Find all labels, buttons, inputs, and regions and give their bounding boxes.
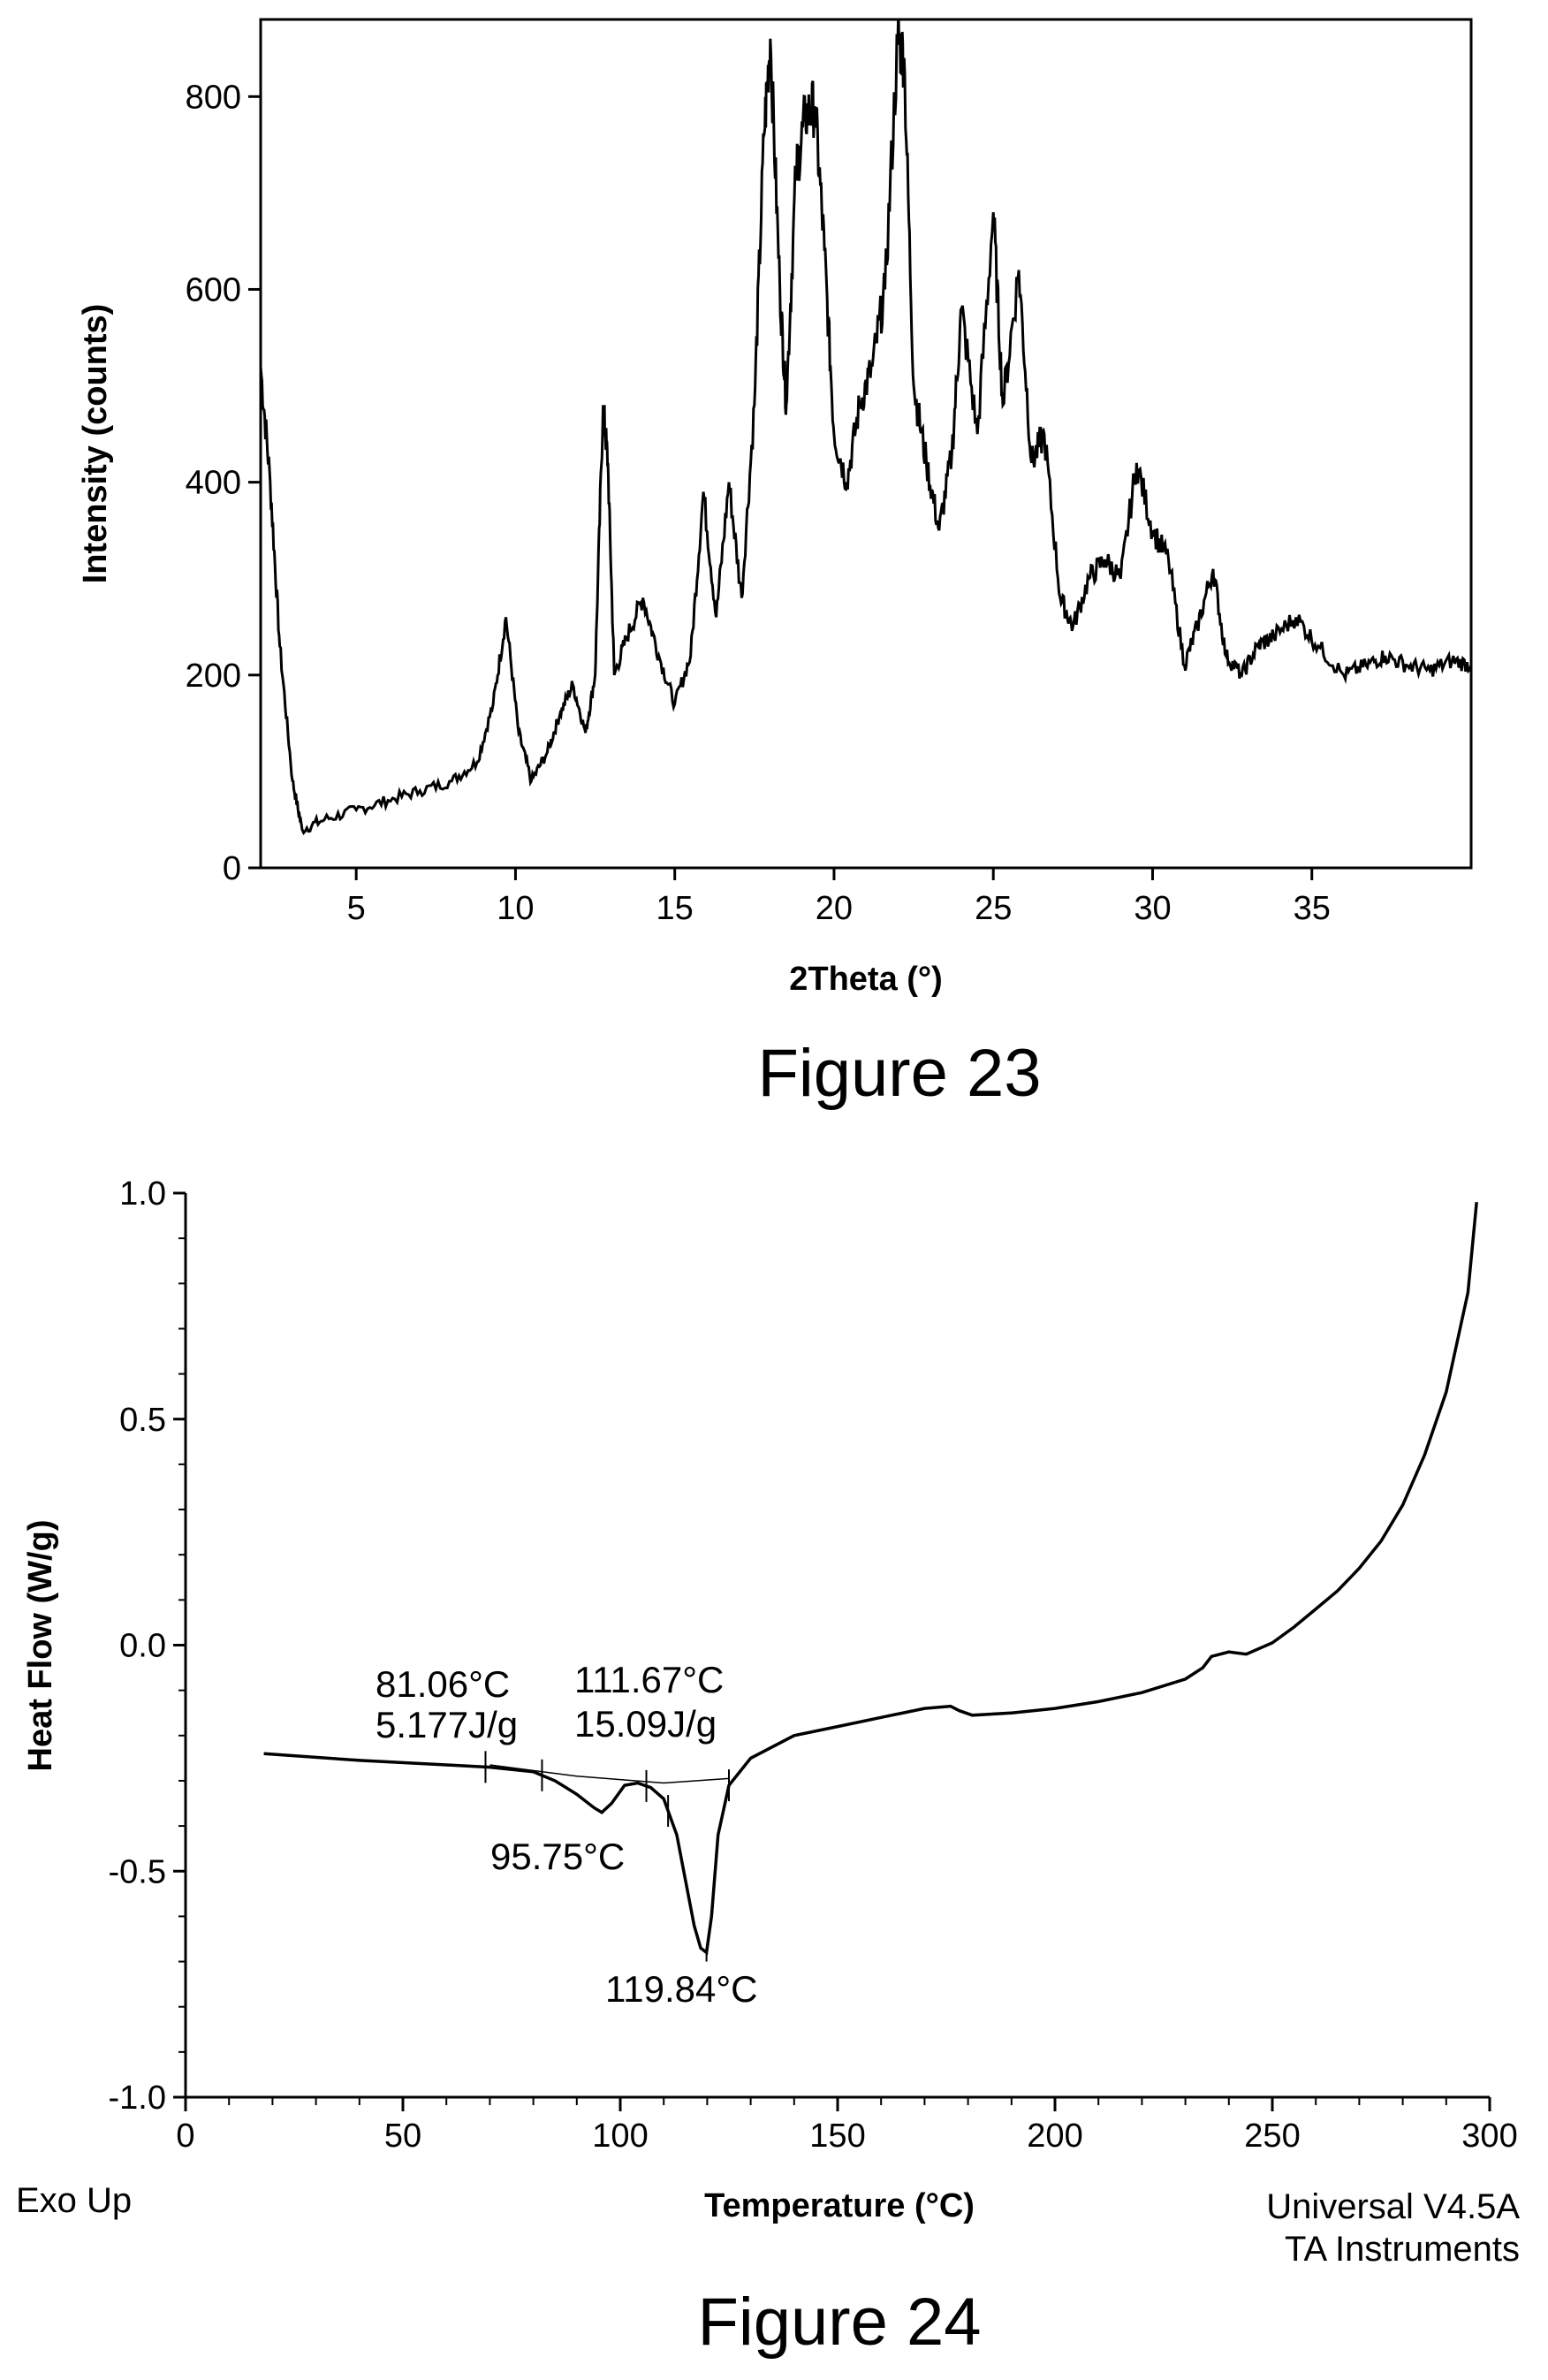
xrd-x-tick-label: 25	[975, 890, 1012, 927]
xrd-y-axis-title: Intensity (counts)	[77, 304, 114, 584]
annotation-peak-2: 119.84°C	[605, 1968, 757, 2010]
xrd-x-tick-label: 20	[816, 890, 853, 927]
dsc-x-tick-label: 50	[384, 2118, 421, 2155]
exo-up-label: Exo Up	[16, 2181, 132, 2220]
dsc-x-tick-label: 150	[809, 2118, 865, 2155]
xrd-y-tick-label: 200	[186, 658, 241, 695]
dsc-x-tick-label: 250	[1244, 2118, 1300, 2155]
xrd-x-tick-label: 5	[347, 890, 366, 927]
software-version-label: Universal V4.5A	[1266, 2187, 1520, 2226]
figure-23: 0 200 400 600 800 5 10 15 20 25 30 35 Intensity (c…	[77, 18, 1473, 1111]
dsc-x-tick-label: 0	[176, 2118, 194, 2155]
xrd-x-tick-label: 10	[497, 890, 534, 927]
annotation-peak-1: 95.75°C	[490, 1836, 625, 1877]
dsc-y-tick-label: 0.0	[119, 1628, 166, 1665]
dsc-y-tick-label: -1.0	[109, 2080, 166, 2117]
dsc-y-tick-label: 1.0	[119, 1175, 166, 1213]
xrd-y-tick-label: 800	[186, 79, 241, 116]
figure-24: 1.0 0.5 0.0 -0.5 -1.0 0 50 100 150 200 250 300 81.…	[16, 1175, 1520, 2360]
xrd-x-axis-title: 2Theta (°)	[789, 961, 943, 998]
annotation-onset-2-enthalpy: 15.09J/g	[574, 1703, 717, 1745]
dsc-y-tick-label: -0.5	[109, 1853, 166, 1890]
dsc-integration-baseline	[489, 1764, 730, 1784]
xrd-x-tick-label: 35	[1294, 890, 1331, 927]
dsc-x-tick-label: 100	[592, 2118, 648, 2155]
xrd-x-tick-label: 15	[656, 890, 694, 927]
dsc-y-tick-label: 0.5	[119, 1402, 166, 1439]
figure-23-caption: Figure 23	[757, 1036, 1041, 1111]
xrd-plot-frame	[259, 18, 1473, 870]
instrument-maker-label: TA Instruments	[1285, 2230, 1520, 2269]
xrd-y-tick-label: 600	[186, 271, 241, 308]
annotation-onset-2-temp: 111.67°C	[574, 1659, 724, 1700]
xrd-y-tick-label: 400	[186, 465, 241, 502]
xrd-x-tick-label: 30	[1134, 890, 1171, 927]
xrd-pattern-line	[259, 19, 1473, 835]
xrd-y-tick-label: 0	[223, 850, 241, 887]
annotation-onset-1-temp: 81.06°C	[376, 1663, 510, 1705]
dsc-x-tick-label: 200	[1027, 2118, 1082, 2155]
dsc-x-tick-label: 300	[1461, 2118, 1517, 2155]
annotation-onset-1-enthalpy: 5.177J/g	[376, 1704, 518, 1745]
dsc-heat-flow-curve	[263, 1202, 1478, 1956]
figure-24-caption: Figure 24	[697, 2285, 981, 2360]
dsc-y-axis-title: Heat Flow (W/g)	[22, 1520, 59, 1772]
dsc-x-axis-title: Temperature (°C)	[704, 2187, 975, 2224]
